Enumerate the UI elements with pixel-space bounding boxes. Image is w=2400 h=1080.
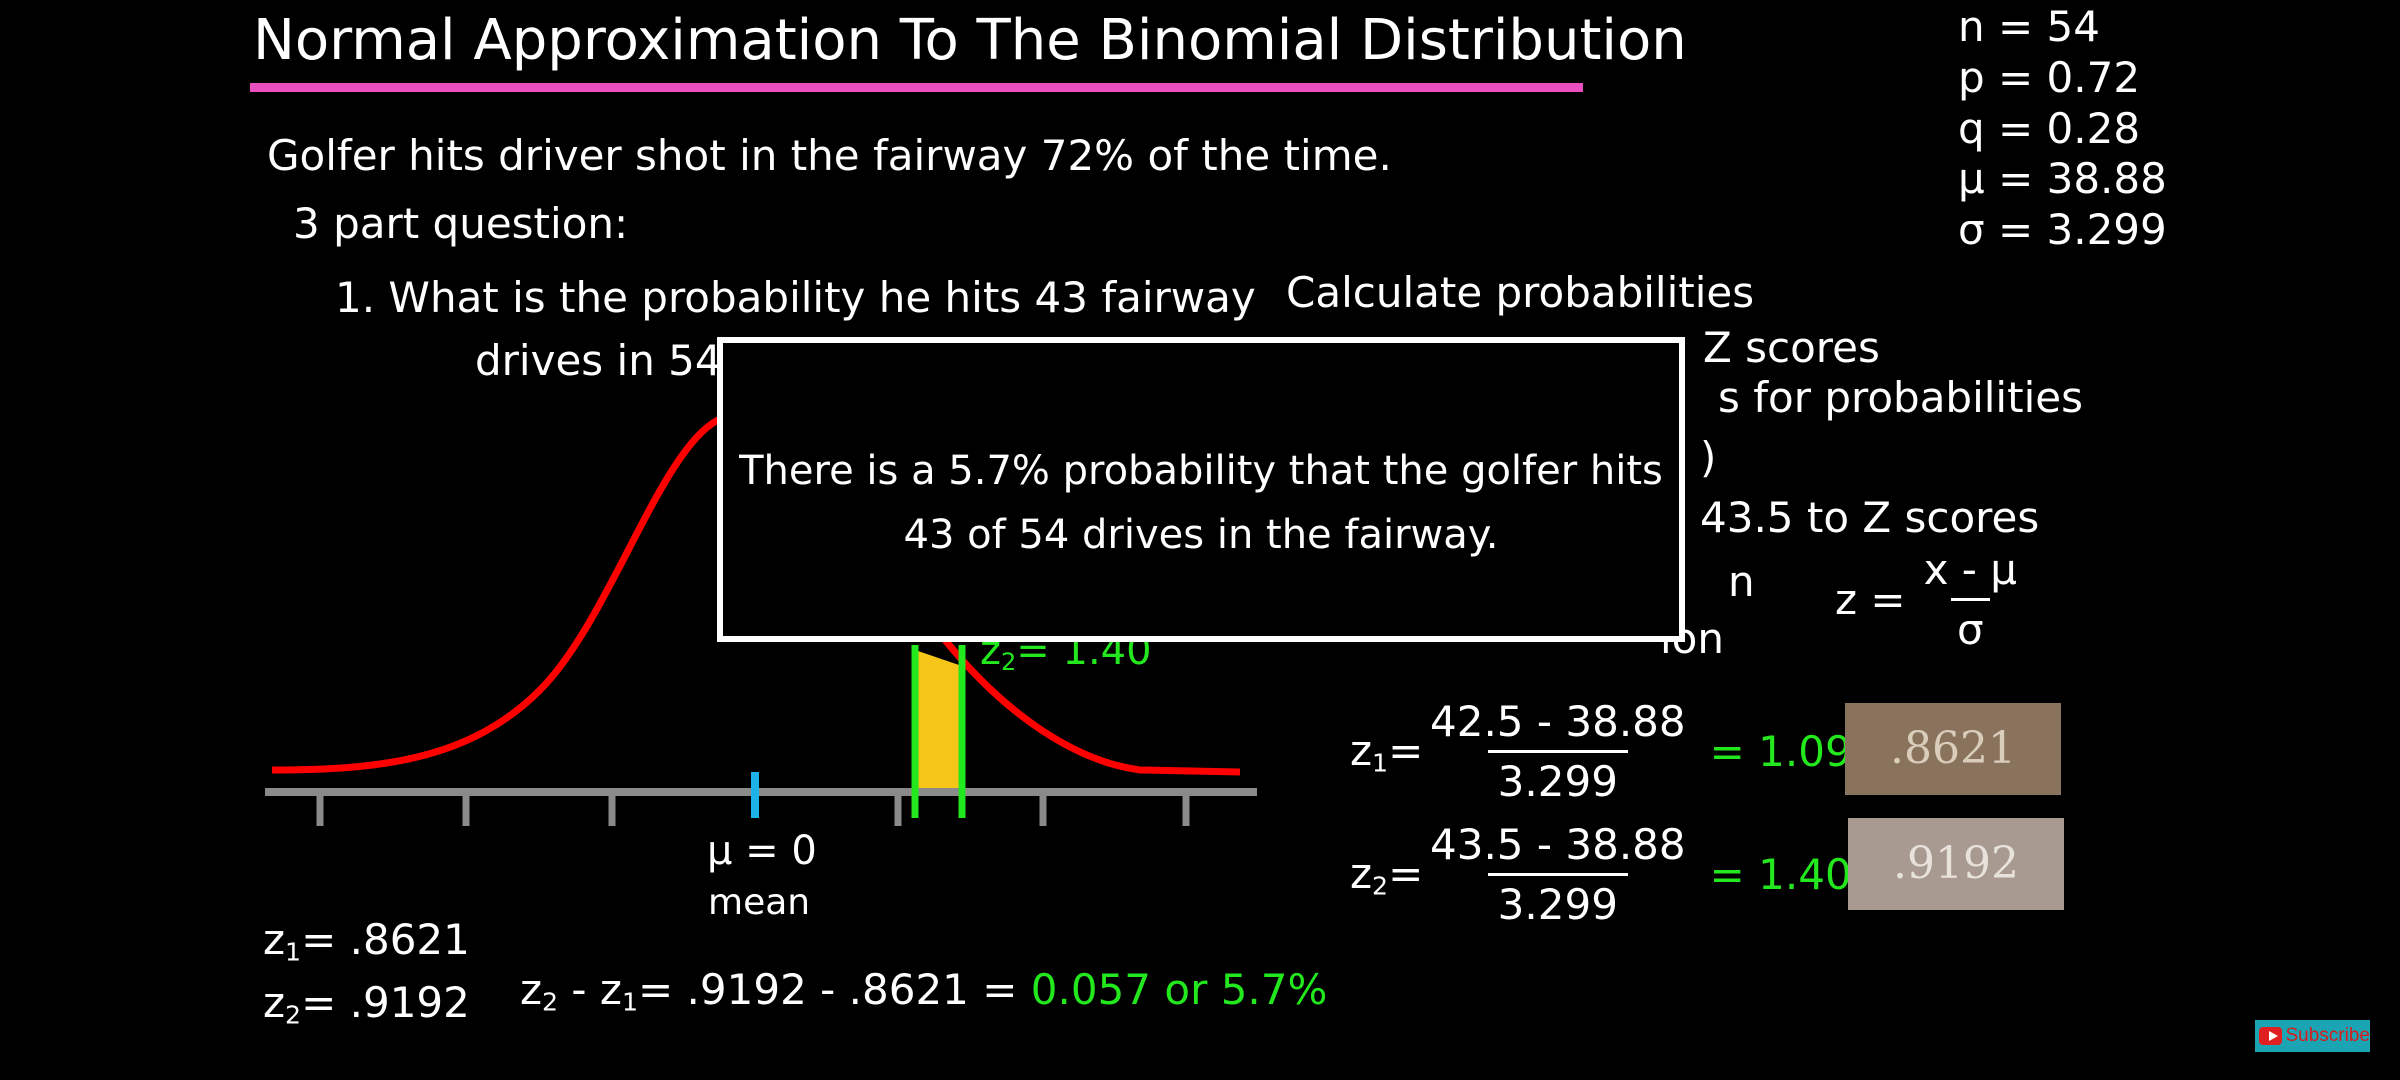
normal-curve <box>271 416 1241 776</box>
param-n: n = 54 <box>1958 2 2100 51</box>
step-fragment-n: n <box>1728 557 1755 606</box>
step-probabilities: s for probabilities <box>1718 373 2083 422</box>
mu-label: μ = 0 <box>707 828 817 874</box>
mean-label: mean <box>708 882 811 923</box>
z2-table-value: .9192 <box>1848 818 2064 910</box>
z2-numerator: 43.5 - 38.88 <box>1430 820 1686 869</box>
z1-table-value: .8621 <box>1845 703 2061 795</box>
param-sigma: σ = 3.299 <box>1958 205 2167 254</box>
z2-label: z2= <box>1350 848 1424 901</box>
param-q: q = 0.28 <box>1958 104 2141 153</box>
z1-numerator: 42.5 - 38.88 <box>1430 697 1686 746</box>
param-p: p = 0.72 <box>1958 53 2141 102</box>
title-underline <box>250 83 1583 92</box>
z-formula-denominator: σ <box>1951 598 1990 654</box>
z2-probability: z2= .9192 <box>263 978 470 1030</box>
z-formula: z = x - μ σ <box>1835 545 2023 654</box>
subscribe-button[interactable]: Subscribe <box>2255 1020 2370 1052</box>
z1-fraction: 42.5 - 38.88 3.299 <box>1420 697 1696 806</box>
z2-result: = 1.40 <box>1709 850 1852 899</box>
question-1-line-1: 1. What is the probability he hits 43 fa… <box>335 273 1256 322</box>
youtube-icon <box>2259 1027 2282 1045</box>
probability-difference: z2 - z1= .9192 - .8621 = 0.057 or 5.7% <box>520 965 1328 1017</box>
shaded-area <box>915 650 962 792</box>
z-formula-fraction: x - μ σ <box>1918 545 2023 654</box>
z1-result: = 1.09 <box>1709 727 1852 776</box>
step-convert-43-5: 43.5 to Z scores <box>1700 493 2040 542</box>
probability-result: 0.057 or 5.7% <box>1017 965 1328 1014</box>
answer-overlay: There is a 5.7% probability that the gol… <box>717 337 1685 642</box>
problem-intro: Golfer hits driver shot in the fairway 7… <box>267 131 1392 180</box>
z2-fraction: 43.5 - 38.88 3.299 <box>1420 820 1696 929</box>
step-paren: ) <box>1700 433 1717 482</box>
page-title: Normal Approximation To The Binomial Dis… <box>253 8 1687 73</box>
z2-calculation: z2= 43.5 - 38.88 3.299 = 1.40 <box>1350 820 1852 929</box>
z2-denominator: 3.299 <box>1487 873 1628 929</box>
z1-probability: z1= .8621 <box>263 915 470 967</box>
param-mu: μ = 38.88 <box>1958 154 2167 203</box>
answer-message: There is a 5.7% probability that the gol… <box>739 448 1663 558</box>
z1-calculation: z1= 42.5 - 38.88 3.299 = 1.09 <box>1350 697 1852 806</box>
problem-part-count: 3 part question: <box>293 199 629 248</box>
z1-label: z1= <box>1350 725 1424 778</box>
z-formula-lhs: z = <box>1835 575 1906 624</box>
step-z-scores: Z scores <box>1703 323 1880 372</box>
question-1-line-2: drives in 54 <box>475 336 722 385</box>
step-calculate-probabilities: Calculate probabilities <box>1286 268 1755 317</box>
z1-denominator: 3.299 <box>1487 750 1628 806</box>
subscribe-label: Subscribe <box>2285 1025 2371 1046</box>
z-formula-numerator: x - μ <box>1923 545 2018 594</box>
